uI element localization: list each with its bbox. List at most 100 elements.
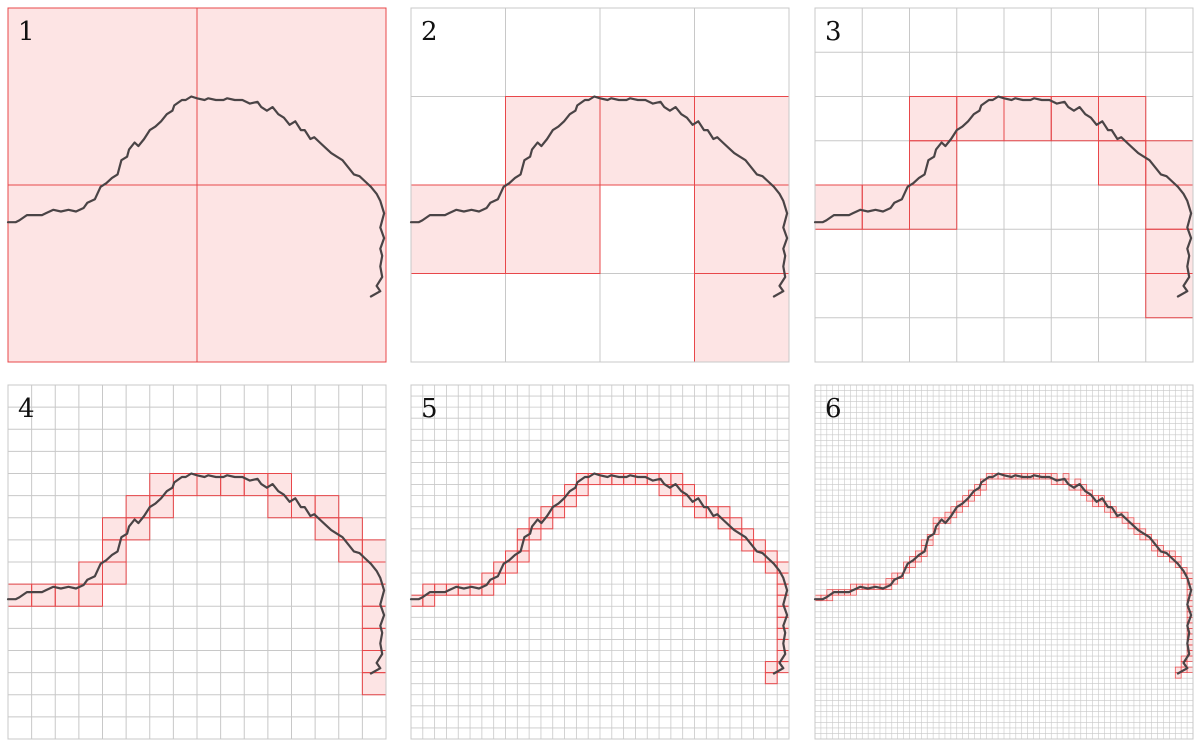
occupied-cell [933,528,940,535]
occupied-cell [1139,534,1146,540]
occupied-cell [909,562,916,568]
occupied-cell [718,506,730,518]
occupied-cell [1157,550,1164,557]
occupied-cell [777,606,789,618]
occupied-cell [1145,185,1193,230]
occupied-cell [647,473,660,485]
occupied-cell [862,185,910,230]
occupied-cell [1098,96,1146,141]
occupied-cell [1145,273,1193,318]
occupied-cell [909,140,957,185]
occupied-cell [315,495,339,518]
occupied-cell [635,473,648,485]
occupied-cell [777,584,789,596]
panel-number-label: 6 [825,394,842,424]
occupied-cell [682,484,695,496]
occupied-cell [1187,600,1193,607]
occupied-cell-outline [1174,561,1182,568]
occupied-cell [197,185,386,362]
occupied-cell [915,556,922,562]
occupied-cell [1092,501,1099,507]
occupied-cell [362,606,386,629]
curve-path [409,95,789,298]
occupied-cell [765,661,778,673]
occupied-cell [149,495,174,518]
occupied-cell [1187,656,1193,662]
occupied-cell [1074,479,1081,485]
panel-border [7,7,387,363]
occupied-cell [850,589,857,596]
occupied-cell [481,584,494,596]
occupied-cell [552,495,565,507]
occupied-cell [1110,512,1117,518]
occupied-cell [1080,490,1087,496]
occupied-cell [980,484,987,491]
occupied-cell [1104,506,1111,513]
occupied-cell [505,562,518,574]
occupied-cell [1181,573,1188,579]
occupied-cell [55,584,79,607]
occupied-cell [1151,545,1158,551]
occupied-cell [956,501,963,507]
occupied-cell-outline [764,672,778,685]
occupied-cell [588,473,600,485]
occupied-cell [434,584,447,596]
occupied-cell [903,567,910,574]
occupied-cell [78,562,103,585]
occupied-cell [1187,573,1193,579]
occupied-cell [1181,656,1188,662]
occupied-cell [909,556,916,562]
occupied-cell [921,550,928,557]
occupied-cell [611,473,624,485]
occupied-cell-outlines [7,473,387,696]
occupied-cell [927,539,934,546]
occupied-cell [102,562,127,585]
panel-number-label: 1 [18,17,35,47]
occupied-cell [1175,672,1182,679]
occupied-cell [552,506,565,518]
occupied-cell [741,528,754,540]
occupied-cell [1187,667,1193,673]
occupied-cell-outlines [814,96,1194,319]
panel-2: 2 [409,7,790,363]
occupied-cell [968,495,975,502]
occupied-cell [921,545,928,551]
occupied-cell [102,517,127,540]
occupied-cell [974,490,981,496]
occupied-cell [1086,495,1093,502]
occupied-cell [1080,484,1087,491]
occupied-cell [729,528,742,540]
occupied-cell [505,96,600,185]
occupied-cell [753,539,766,551]
occupied-cell [753,550,766,562]
occupied-cell [267,495,292,518]
occupied-cell [1187,628,1193,634]
occupied-cell [244,473,268,496]
occupied-cell [1004,96,1052,141]
curve-path [813,95,1193,298]
occupied-cell [962,501,969,507]
occupied-cell [777,617,789,629]
panel-number-label: 4 [18,394,35,424]
curve-path [813,472,1193,675]
occupied-cell [950,512,957,518]
occupied-cell [411,595,423,607]
occupied-cell [540,506,553,518]
occupied-cell [1175,556,1182,562]
panel-5: 5 [409,384,790,740]
occupied-cell [126,517,150,540]
occupied-cell-outline [897,572,904,579]
occupied-cell [694,273,789,362]
occupied-cell [1187,639,1193,645]
panel-number-label: 3 [825,17,842,47]
occupied-cell [891,578,898,585]
occupied-cell [933,517,940,524]
occupied-cell [850,584,857,590]
occupied-cell [8,8,197,185]
occupied-cell [879,584,886,590]
occupied-cell [998,473,1004,480]
occupied-cell [1187,633,1193,640]
occupied-cell [505,550,518,562]
occupied-cell [1098,140,1146,185]
curve-path [409,472,789,675]
